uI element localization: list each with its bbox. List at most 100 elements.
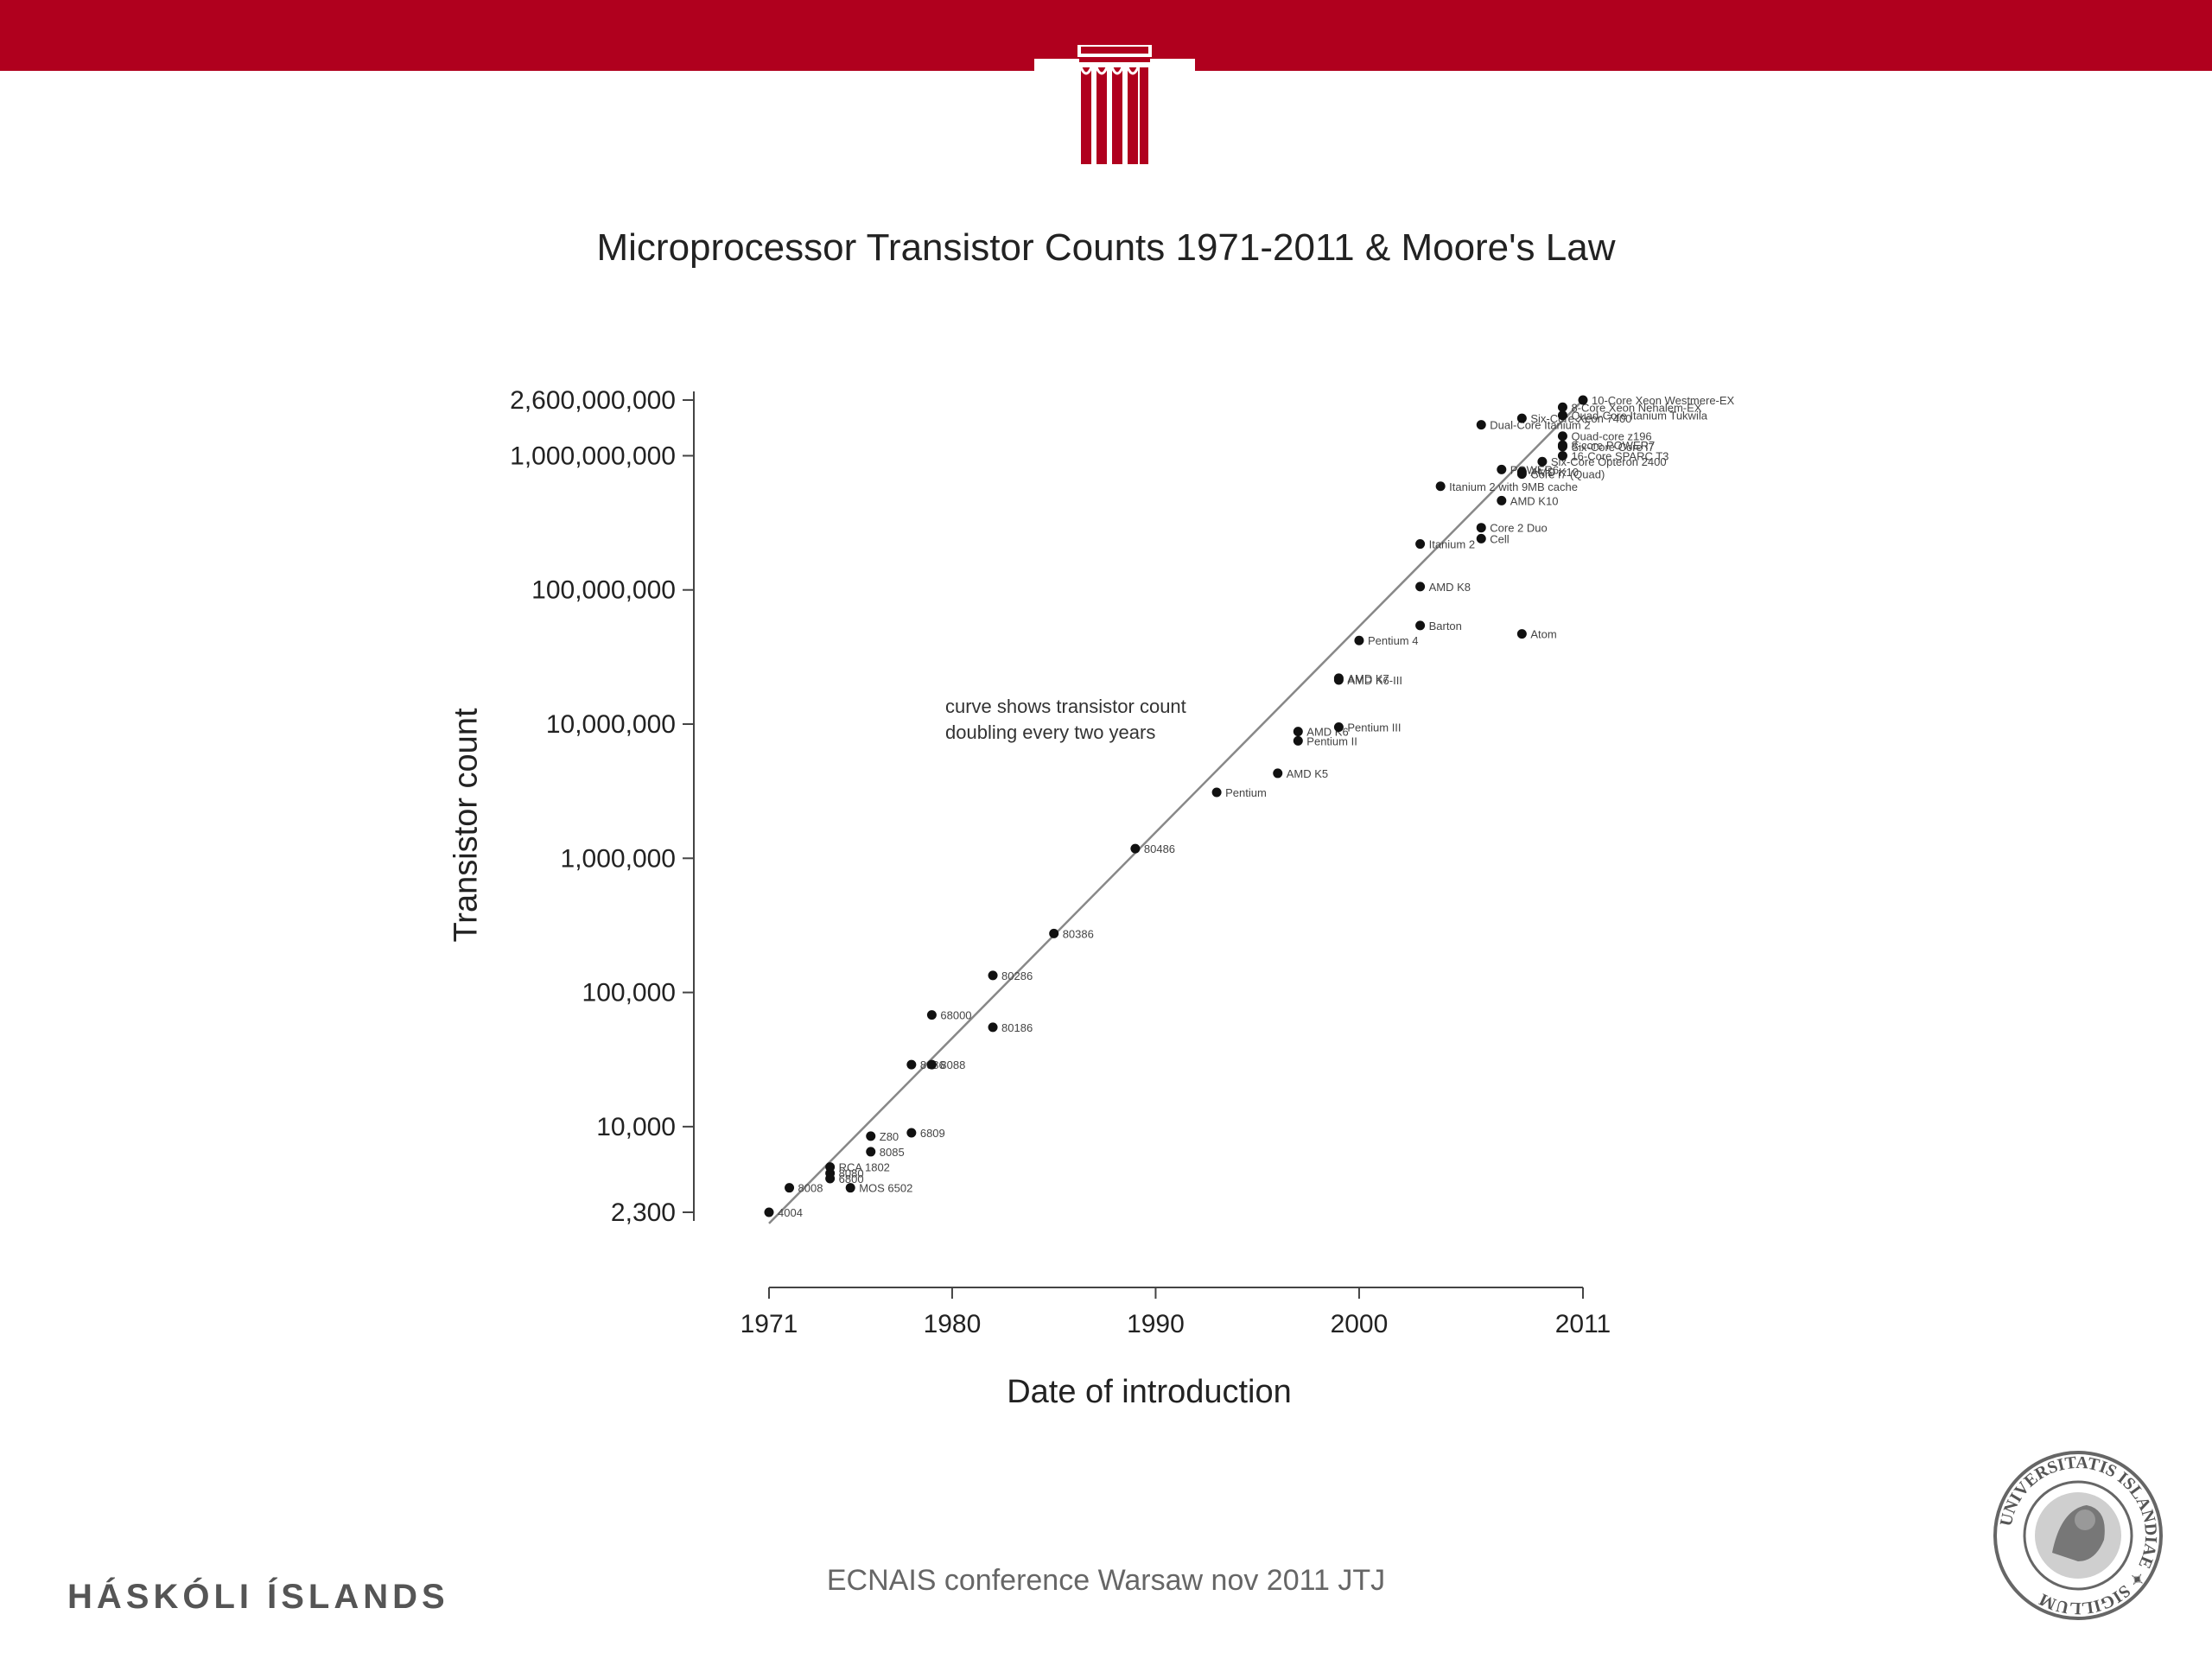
data-point: [1476, 523, 1486, 533]
data-point: [785, 1183, 795, 1193]
y-tick-label: 1,000,000: [561, 844, 676, 873]
data-point-label: 10-Core Xeon Westmere-EX: [1592, 394, 1735, 407]
data-point-label: Pentium: [1225, 786, 1267, 799]
data-point-label: 4004: [778, 1206, 803, 1219]
y-tick-label: 10,000: [596, 1113, 676, 1141]
data-point-label: 8008: [798, 1182, 823, 1195]
data-point: [1557, 402, 1567, 412]
data-point: [1415, 582, 1426, 592]
data-point: [825, 1173, 836, 1184]
data-point-label: Six-Core Xeon 7400: [1530, 412, 1631, 425]
data-point-label: Z80: [880, 1130, 899, 1143]
y-tick-label: 1,000,000,000: [510, 442, 676, 470]
data-point-label: Six-Core Opteron 2400: [1551, 455, 1667, 468]
data-point: [1211, 787, 1222, 798]
university-seal-icon: UNIVERSITATIS ISLANDIAE ✦ SIGILLUM: [1992, 1449, 2164, 1622]
y-tick-label: 100,000,000: [531, 576, 676, 605]
data-point-label: AMD K10: [1510, 494, 1559, 507]
y-axis-label: Transistor count: [448, 708, 485, 943]
data-point: [1537, 456, 1548, 467]
data-point: [1293, 727, 1303, 737]
data-point-label: 80186: [1001, 1021, 1033, 1034]
data-point-label: Barton: [1429, 620, 1462, 632]
x-tick-label: 2011: [1555, 1310, 1611, 1338]
data-point: [825, 1162, 836, 1173]
data-point-label: AMD K8: [1429, 581, 1471, 594]
data-point-label: 6809: [920, 1127, 945, 1140]
data-point: [1333, 673, 1344, 683]
data-point: [1516, 629, 1527, 639]
data-point-label: 8-core POWER7: [1571, 439, 1655, 452]
data-point: [926, 1059, 937, 1070]
data-point-label: Quad-Core Itanium Tukwila: [1571, 410, 1707, 423]
data-point: [1557, 410, 1567, 421]
data-point-label: AMD K10: [1530, 466, 1579, 479]
x-tick-label: 2000: [1331, 1310, 1389, 1338]
chart-annotation: curve shows transistor count doubling ev…: [945, 696, 1186, 743]
data-point-label: 80386: [1063, 927, 1094, 940]
data-point: [764, 1207, 774, 1217]
data-point-label: Pentium II: [1306, 734, 1357, 747]
data-point: [1476, 420, 1486, 430]
data-point: [1415, 539, 1426, 550]
data-point: [1476, 533, 1486, 543]
data-point-label: Atom: [1530, 628, 1556, 641]
data-point-label: MOS 6502: [859, 1182, 912, 1195]
data-point-label: AMD K7: [1347, 672, 1389, 685]
data-point-label: 68000: [940, 1009, 971, 1022]
chart-title: Microprocessor Transistor Counts 1971-20…: [596, 226, 1616, 269]
data-point-label: AMD K6-III: [1347, 674, 1402, 687]
data-point: [845, 1183, 855, 1193]
data-point-label: Six-Core Core i7: [1571, 441, 1654, 454]
data-point-label: 8088: [940, 1058, 965, 1071]
data-point: [1557, 450, 1567, 461]
data-point: [926, 1010, 937, 1020]
data-point-label: 80486: [1144, 842, 1175, 855]
data-point: [1557, 440, 1567, 450]
data-point: [1333, 721, 1344, 732]
data-point: [1273, 768, 1283, 779]
data-point-label: Pentium III: [1347, 721, 1401, 734]
data-point: [1293, 735, 1303, 746]
data-point: [1130, 843, 1141, 854]
x-tick-label: 1990: [1127, 1310, 1185, 1338]
data-point: [1435, 481, 1446, 492]
data-point-label: 80286: [1001, 969, 1033, 982]
trend-line: [768, 399, 1584, 1224]
data-point-label: 8-Core Xeon Nehalem-EX: [1571, 401, 1701, 414]
data-point-label: Pentium 4: [1368, 634, 1419, 647]
university-brand: HÁSKÓLI ÍSLANDS: [67, 1578, 449, 1616]
data-point: [1557, 431, 1567, 442]
data-point-label: Itanium 2 with 9MB cache: [1449, 480, 1578, 493]
data-point: [1415, 620, 1426, 631]
data-point: [1578, 395, 1588, 405]
y-tick-label: 10,000,000: [546, 710, 676, 739]
x-axis-label: Date of introduction: [1007, 1374, 1292, 1410]
temple-column-icon: [1034, 45, 1195, 175]
data-point: [906, 1059, 917, 1070]
x-tick-label: 1971: [741, 1310, 798, 1338]
data-point-label: AMD K5: [1287, 767, 1328, 780]
data-point-label: Core i7 (Quad): [1530, 468, 1605, 481]
data-point-label: Itanium 2: [1429, 538, 1475, 551]
data-point-label: Core 2 Duo: [1490, 522, 1547, 535]
y-tick-label: 100,000: [582, 979, 676, 1007]
data-point-label: 6800: [839, 1173, 864, 1185]
data-point-label: 16-Core SPARC T3: [1571, 449, 1669, 462]
x-tick-label: 1980: [924, 1310, 982, 1338]
data-point: [1497, 495, 1507, 505]
slide-caption: ECNAIS conference Warsaw nov 2011 JTJ: [826, 1564, 1386, 1597]
y-tick-label: 2,300: [611, 1198, 676, 1227]
data-point: [1497, 464, 1507, 474]
y-tick-label: 2,600,000,000: [510, 386, 676, 415]
data-point-label: 8080: [839, 1167, 864, 1180]
data-point: [988, 970, 998, 981]
data-point-label: Quad-core z196: [1571, 430, 1651, 443]
data-point-label: Cell: [1490, 532, 1510, 545]
data-point: [866, 1131, 876, 1141]
data-point: [866, 1147, 876, 1157]
data-point: [1354, 635, 1364, 645]
data-point-label: RCA 1802: [839, 1161, 890, 1174]
data-point: [906, 1128, 917, 1138]
data-point: [988, 1022, 998, 1033]
